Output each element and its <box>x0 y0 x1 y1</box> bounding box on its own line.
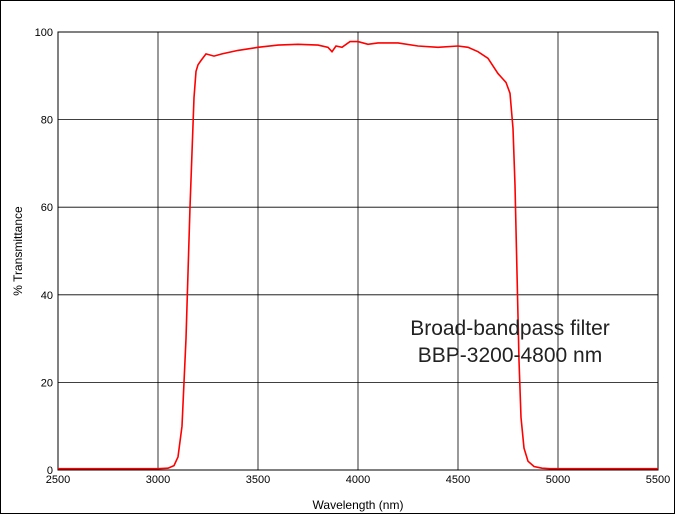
x-tick-label: 3000 <box>146 474 170 486</box>
y-tick-labels: 0 20 40 60 80 100 <box>35 27 53 477</box>
y-tick-label: 20 <box>41 377 53 389</box>
transmittance-curve <box>58 40 658 470</box>
y-tick-label: 40 <box>41 290 53 302</box>
y-tick-label: 0 <box>47 465 53 477</box>
plot-area <box>57 31 659 471</box>
x-tick-labels: 2500 3000 3500 4000 4500 5000 5500 <box>46 474 670 486</box>
y-tick-label: 60 <box>41 202 53 214</box>
x-tick-label: 5500 <box>646 474 670 486</box>
x-tick-label: 2500 <box>46 474 70 486</box>
annotation-line-1: Broad-bandpass filter <box>410 317 610 340</box>
x-tick-label: 5000 <box>546 474 570 486</box>
x-tick-label: 3500 <box>246 474 270 486</box>
x-tick-label: 4000 <box>346 474 370 486</box>
y-tick-label: 100 <box>35 27 53 39</box>
x-tick-label: 4500 <box>446 474 470 486</box>
y-tick-label: 80 <box>41 115 53 127</box>
grid-lines <box>57 31 659 471</box>
x-axis-label: Wavelength (nm) <box>313 498 404 512</box>
annotation-line-2: BBP-3200-4800 nm <box>418 344 602 367</box>
y-axis-label: % Transmittance <box>11 206 25 296</box>
